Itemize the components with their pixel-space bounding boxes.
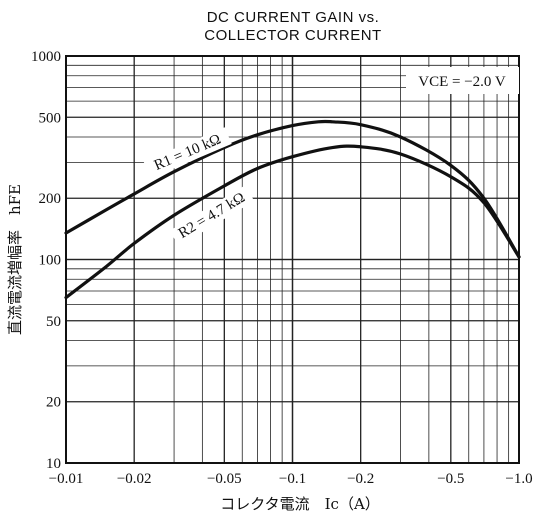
- x-tick-label: −0.01: [49, 471, 84, 487]
- x-tick-label: −0.5: [437, 471, 464, 487]
- series-line-2: [64, 144, 521, 300]
- x-tick-label: −0.1: [279, 471, 306, 487]
- y-axis-label: 直流電流増幅率 hFE: [6, 184, 24, 335]
- y-tick-label: 200: [39, 191, 62, 207]
- series-label-bg: [169, 185, 255, 247]
- chart-title-line-2: COLLECTOR CURRENT: [204, 27, 381, 44]
- series-label-bg: [143, 127, 232, 179]
- plot-frame: [65, 55, 520, 464]
- x-axis-label: コレクタ電流 Ic（A）: [220, 495, 380, 513]
- y-tick-label: 10: [46, 456, 61, 472]
- x-tick-label: −0.05: [207, 471, 242, 487]
- y-tick-label: 1000: [31, 49, 61, 65]
- tick-labels: −0.01 −0.02 −0.05 −0.1 −0.2 −0.5 −1.0 10 20 50 100…: [31, 49, 533, 487]
- grid: [65, 55, 520, 464]
- y-tick-label: 20: [46, 395, 61, 411]
- x-tick-label: −0.02: [117, 471, 152, 487]
- labels: DC CURRENT GAIN vs.COLLECTOR CURRENT コレクタ…: [6, 9, 519, 513]
- y-tick-label: 500: [39, 110, 62, 126]
- vce-annotation: VCE = −2.0 V: [418, 74, 506, 90]
- y-tick-label: 100: [39, 253, 62, 269]
- series-line-1: [64, 119, 521, 259]
- x-tick-label: −1.0: [505, 471, 532, 487]
- annotation-box: [406, 67, 519, 94]
- data-series: [64, 119, 521, 300]
- series-label-2: R2 = 4.7 kΩ: [176, 190, 248, 242]
- y-tick-label: 50: [46, 314, 61, 330]
- chart-title-line-1: DC CURRENT GAIN vs.: [207, 9, 380, 26]
- x-tick-label: −0.2: [347, 471, 374, 487]
